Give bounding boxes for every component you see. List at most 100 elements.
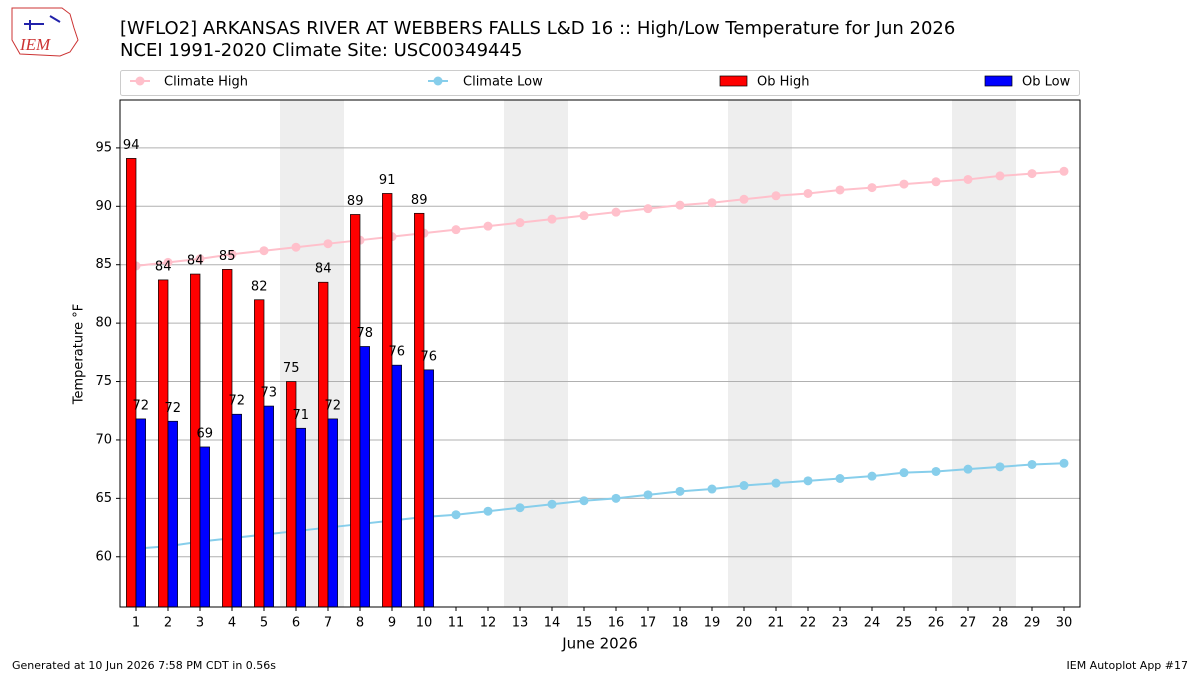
point: [675, 200, 685, 210]
point: [995, 462, 1005, 472]
value-label: 89: [347, 194, 364, 209]
logo-icon: [24, 15, 61, 30]
value-label: 73: [261, 386, 278, 401]
point: [771, 191, 781, 201]
point: [291, 242, 301, 252]
value-label: 76: [389, 345, 406, 360]
weekend-shade: [728, 100, 792, 607]
point: [611, 207, 621, 217]
logo: IEM: [11, 7, 79, 57]
point: [771, 478, 781, 488]
bar: [295, 427, 306, 608]
bar: [327, 418, 338, 608]
footer-left: Generated at 10 Jun 2026 7:58 PM CDT in …: [12, 659, 276, 672]
x-tick-label: 1: [132, 616, 140, 631]
point: [835, 185, 845, 195]
point: [483, 506, 493, 516]
logo-text: IEM: [19, 35, 51, 54]
legend-swatch: [984, 75, 1013, 87]
value-label: 82: [251, 279, 268, 294]
point: [611, 493, 621, 503]
x-axis-label: June 2026: [561, 635, 638, 653]
point: [899, 468, 909, 478]
value-label: 76: [421, 349, 438, 364]
point: [323, 239, 333, 249]
point: [579, 211, 589, 221]
value-label: 94: [123, 138, 140, 153]
value-label: 72: [133, 398, 150, 413]
x-tick-label: 21: [768, 616, 785, 631]
bar: [423, 369, 434, 608]
point: [1027, 459, 1037, 469]
point: [579, 496, 589, 506]
point: [227, 249, 237, 259]
point: [515, 218, 525, 228]
y-tick-label: 95: [95, 140, 112, 155]
x-tick-label: 13: [512, 616, 529, 631]
bar: [126, 158, 137, 608]
x-tick-label: 8: [356, 616, 364, 631]
point: [963, 174, 973, 184]
logo-outline: [11, 7, 79, 57]
legend-label: Ob High: [757, 75, 810, 90]
bar: [167, 420, 178, 608]
point: [547, 499, 557, 509]
point: [707, 484, 717, 494]
x-tick-label: 29: [1024, 616, 1041, 631]
bar: [350, 214, 361, 608]
value-label: 84: [187, 254, 204, 269]
point: [803, 188, 813, 198]
y-tick-label: 90: [95, 199, 112, 214]
point: [483, 221, 493, 231]
point: [1027, 169, 1037, 179]
value-label: 72: [229, 394, 246, 409]
bar: [158, 279, 169, 608]
legend-label: Climate Low: [463, 75, 543, 90]
bar: [263, 405, 274, 608]
point: [707, 198, 717, 208]
value-label: 69: [197, 426, 214, 441]
x-tick-label: 19: [704, 616, 721, 631]
line: [135, 462, 1065, 550]
legend-marker: [135, 76, 145, 86]
point: [259, 246, 269, 256]
value-label: 84: [155, 259, 172, 274]
bar: [382, 193, 393, 608]
x-tick-label: 22: [800, 616, 817, 631]
bar: [135, 418, 146, 608]
x-tick-label: 30: [1056, 616, 1073, 631]
bar: [231, 413, 242, 608]
bar: [318, 281, 329, 608]
point: [547, 214, 557, 224]
point: [643, 204, 653, 214]
point: [931, 177, 941, 187]
x-tick-label: 14: [544, 616, 561, 631]
point: [515, 503, 525, 513]
x-tick-label: 5: [260, 616, 268, 631]
footer-right: IEM Autoplot App #17: [1067, 659, 1189, 672]
chart-subtitle: NCEI 1991-2020 Climate Site: USC00349445: [120, 40, 522, 61]
y-tick-label: 70: [95, 432, 112, 447]
x-tick-label: 24: [864, 616, 881, 631]
value-label: 85: [219, 249, 236, 264]
bar: [254, 299, 265, 608]
point: [675, 486, 685, 496]
legend-marker: [433, 76, 443, 86]
x-tick-label: 3: [196, 616, 204, 631]
value-label: 75: [283, 361, 300, 376]
point: [835, 473, 845, 483]
x-tick-label: 20: [736, 616, 753, 631]
x-tick-label: 7: [324, 616, 332, 631]
point: [803, 476, 813, 486]
x-tick-label: 27: [960, 616, 977, 631]
point: [163, 257, 173, 267]
x-tick-label: 11: [448, 616, 465, 631]
x-tick-label: 28: [992, 616, 1009, 631]
x-tick-label: 2: [164, 616, 172, 631]
value-label: 91: [379, 173, 396, 188]
value-label: 72: [165, 401, 182, 416]
value-label: 72: [325, 398, 342, 413]
value-label: 71: [293, 408, 310, 423]
chart-title: [WFLO2] ARKANSAS RIVER AT WEBBERS FALLS …: [120, 18, 955, 39]
